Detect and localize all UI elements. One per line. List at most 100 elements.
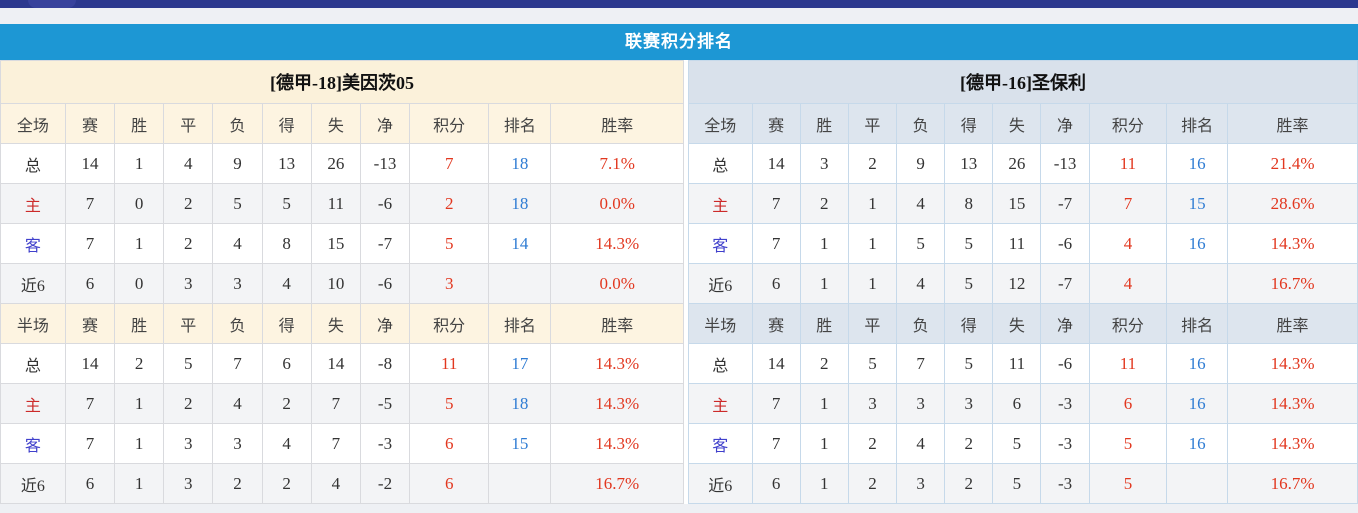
rank-cell: 16 bbox=[1166, 423, 1229, 464]
rate-cell: 14.3% bbox=[1227, 223, 1358, 264]
rank-cell: 15 bbox=[488, 423, 552, 464]
stat-cell: 4 bbox=[896, 263, 946, 304]
league-ranking-tables: [德甲-18]美因茨05 全场赛胜平负得失净积分 排名 胜率总 14 1 4 9 13 26 -13… bbox=[0, 60, 1358, 504]
stat-cell: -6 bbox=[1040, 343, 1090, 384]
stat-cell: 2 bbox=[261, 463, 312, 504]
stat-cell: 5 bbox=[847, 343, 898, 384]
column-header: 平 bbox=[847, 103, 898, 144]
rate-cell: 14.3% bbox=[550, 423, 684, 464]
stat-cell: 1 bbox=[114, 143, 165, 184]
stat-cell: -3 bbox=[359, 423, 411, 464]
data-row: 客 7 1 2 4 8 15 -7 5 14 14.3% bbox=[0, 223, 684, 264]
column-header-rank: 排名 bbox=[488, 303, 552, 344]
stat-cell: 3 bbox=[896, 383, 946, 424]
stat-cell: 7 bbox=[64, 183, 116, 224]
rank-cell: 18 bbox=[488, 383, 552, 424]
column-header: 赛 bbox=[751, 103, 801, 144]
stat-cell: -7 bbox=[1040, 263, 1090, 304]
stat-cell: 2 bbox=[799, 343, 849, 384]
row-label: 近6 bbox=[688, 263, 753, 304]
rate-cell: 7.1% bbox=[550, 143, 684, 184]
rate-cell: 14.3% bbox=[1227, 343, 1358, 384]
stat-cell: 9 bbox=[896, 143, 946, 184]
stat-cell: 2 bbox=[163, 223, 214, 264]
column-header-scope: 全场 bbox=[0, 103, 66, 144]
stat-cell: 2 bbox=[944, 423, 994, 464]
column-header-row: 全场赛胜平负得失净积分 排名 胜率 bbox=[0, 103, 684, 144]
stat-cell: 1 bbox=[799, 223, 849, 264]
row-label: 主 bbox=[688, 183, 753, 224]
rate-cell: 14.3% bbox=[1227, 383, 1358, 424]
points-cell: 3 bbox=[409, 263, 490, 304]
rank-cell: 18 bbox=[488, 143, 552, 184]
data-row: 客 7 1 3 3 4 7 -3 6 15 14.3% bbox=[0, 423, 684, 464]
stat-cell: 4 bbox=[896, 183, 946, 224]
stat-cell: 3 bbox=[847, 383, 898, 424]
stat-cell: 7 bbox=[64, 423, 116, 464]
stat-cell: 5 bbox=[896, 223, 946, 264]
rank-cell: 17 bbox=[488, 343, 552, 384]
rate-cell: 14.3% bbox=[550, 383, 684, 424]
stat-cell: -3 bbox=[1040, 463, 1090, 504]
stat-cell: 2 bbox=[944, 463, 994, 504]
points-cell: 6 bbox=[409, 423, 490, 464]
rank-cell: 15 bbox=[1166, 183, 1229, 224]
stat-cell: -5 bbox=[359, 383, 411, 424]
stat-cell: 5 bbox=[944, 263, 994, 304]
stat-cell: 4 bbox=[212, 383, 263, 424]
stat-cell: -7 bbox=[1040, 183, 1090, 224]
points-cell: 4 bbox=[1088, 263, 1168, 304]
column-header-points: 积分 bbox=[409, 303, 490, 344]
column-header-rate: 胜率 bbox=[1227, 303, 1358, 344]
stat-cell: 7 bbox=[64, 223, 116, 264]
stat-cell: 3 bbox=[944, 383, 994, 424]
stat-cell: 2 bbox=[212, 463, 263, 504]
rank-cell bbox=[488, 263, 552, 304]
stat-cell: 1 bbox=[847, 223, 898, 264]
stat-cell: 4 bbox=[212, 223, 263, 264]
column-header-rate: 胜率 bbox=[550, 303, 684, 344]
stat-cell: 1 bbox=[114, 223, 165, 264]
points-cell: 2 bbox=[409, 183, 490, 224]
data-row: 总 14 2 5 7 5 11 -6 11 16 14.3% bbox=[688, 343, 1358, 384]
stat-cell: 14 bbox=[64, 143, 116, 184]
rank-cell: 16 bbox=[1166, 343, 1229, 384]
column-header-scope: 全场 bbox=[688, 103, 753, 144]
row-label: 主 bbox=[688, 383, 753, 424]
rate-cell: 21.4% bbox=[1227, 143, 1358, 184]
column-header: 得 bbox=[944, 103, 994, 144]
stat-cell: 2 bbox=[847, 423, 898, 464]
stat-cell: 3 bbox=[163, 263, 214, 304]
stat-cell: 14 bbox=[64, 343, 116, 384]
points-cell: 5 bbox=[409, 223, 490, 264]
column-header: 失 bbox=[992, 303, 1042, 344]
rank-cell: 18 bbox=[488, 183, 552, 224]
stat-cell: 6 bbox=[992, 383, 1042, 424]
column-header-points: 积分 bbox=[1088, 103, 1168, 144]
row-label: 客 bbox=[0, 223, 66, 264]
stat-cell: 7 bbox=[310, 383, 361, 424]
column-header: 失 bbox=[992, 103, 1042, 144]
stat-cell: 5 bbox=[992, 463, 1042, 504]
stat-cell: 2 bbox=[163, 183, 214, 224]
column-header-rank: 排名 bbox=[1166, 303, 1229, 344]
stat-cell: 7 bbox=[751, 183, 801, 224]
stat-cell: 1 bbox=[114, 463, 165, 504]
stat-cell: -3 bbox=[1040, 383, 1090, 424]
column-header: 赛 bbox=[64, 303, 116, 344]
column-header: 得 bbox=[261, 303, 312, 344]
rate-cell: 16.7% bbox=[550, 463, 684, 504]
section-title-bar: 联赛积分排名 bbox=[0, 24, 1358, 60]
rank-cell bbox=[488, 463, 552, 504]
stat-cell: 0 bbox=[114, 183, 165, 224]
rate-cell: 0.0% bbox=[550, 263, 684, 304]
rank-cell: 16 bbox=[1166, 223, 1229, 264]
points-cell: 6 bbox=[409, 463, 490, 504]
column-header: 净 bbox=[1040, 103, 1090, 144]
rank-cell bbox=[1166, 463, 1229, 504]
points-cell: 5 bbox=[409, 383, 490, 424]
team-name: [德甲-18]美因茨05 bbox=[0, 60, 684, 104]
data-row: 近6 6 1 2 3 2 5 -3 5 16.7% bbox=[688, 463, 1358, 504]
row-label: 主 bbox=[0, 183, 66, 224]
stat-cell: 13 bbox=[261, 143, 312, 184]
